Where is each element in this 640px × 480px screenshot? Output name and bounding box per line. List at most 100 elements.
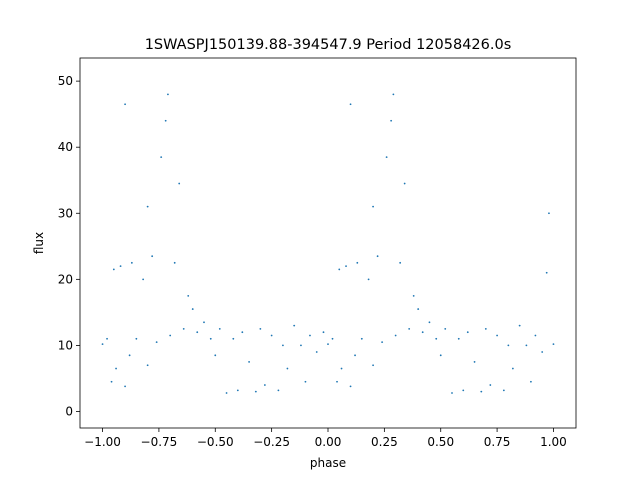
- data-point: [435, 337, 438, 340]
- data-point: [187, 294, 190, 297]
- data-point: [254, 390, 257, 393]
- data-point: [304, 380, 307, 383]
- data-point: [399, 261, 402, 264]
- x-tick-label: 0.50: [427, 435, 454, 449]
- data-point: [146, 364, 149, 367]
- data-point: [480, 390, 483, 393]
- data-point: [112, 268, 115, 271]
- data-point: [345, 265, 347, 268]
- data-point: [277, 389, 280, 392]
- data-point: [331, 337, 334, 340]
- data-point: [218, 327, 221, 330]
- data-point: [338, 268, 341, 271]
- data-point: [502, 389, 505, 392]
- data-point: [124, 385, 126, 388]
- data-point: [151, 255, 154, 258]
- data-point: [336, 380, 338, 383]
- data-point: [349, 103, 352, 106]
- data-point: [282, 344, 284, 347]
- data-point: [385, 156, 388, 159]
- data-point: [545, 271, 548, 274]
- data-point: [248, 361, 250, 363]
- data-point: [394, 334, 397, 337]
- data-point: [417, 308, 420, 310]
- data-point: [101, 343, 104, 345]
- data-point: [196, 331, 199, 334]
- data-point: [203, 321, 205, 324]
- data-point: [507, 344, 510, 347]
- data-point: [451, 392, 453, 394]
- x-axis-label: phase: [310, 456, 346, 470]
- data-point: [173, 261, 176, 264]
- data-point: [473, 361, 476, 363]
- data-point: [534, 334, 537, 337]
- data-point: [340, 367, 343, 370]
- x-tick-label: 1.00: [540, 435, 567, 449]
- data-point: [142, 278, 145, 281]
- data-point: [457, 337, 460, 340]
- y-tick-label: 30: [58, 206, 73, 220]
- data-point: [444, 327, 447, 330]
- data-point: [286, 367, 289, 370]
- data-point: [315, 351, 318, 353]
- y-tick-label: 0: [65, 404, 73, 418]
- data-point: [270, 334, 273, 337]
- data-point: [367, 278, 370, 281]
- y-tick-label: 20: [58, 272, 73, 286]
- data-point: [124, 103, 126, 106]
- y-tick-label: 50: [58, 74, 73, 88]
- data-point: [309, 334, 311, 337]
- data-point: [225, 392, 228, 394]
- data-point: [209, 337, 212, 340]
- data-point: [518, 324, 521, 327]
- data-point: [160, 156, 163, 159]
- data-point: [412, 294, 415, 297]
- data-point: [259, 327, 262, 330]
- data-point: [360, 337, 363, 340]
- x-tick-label: 0.00: [315, 435, 342, 449]
- data-point: [525, 344, 528, 347]
- data-point: [115, 367, 117, 370]
- data-point: [322, 331, 325, 334]
- x-tick-label: −1.00: [84, 435, 121, 449]
- data-point: [182, 327, 185, 330]
- y-axis-label: flux: [32, 232, 46, 254]
- data-point: [390, 119, 393, 122]
- data-point: [408, 327, 411, 330]
- y-tick-label: 40: [58, 140, 73, 154]
- data-point: [164, 119, 167, 122]
- data-point: [372, 205, 374, 208]
- data-point: [146, 205, 149, 208]
- data-point: [110, 380, 113, 383]
- data-point: [552, 343, 555, 345]
- data-point: [381, 341, 384, 344]
- data-point: [167, 93, 169, 96]
- data-point: [484, 327, 487, 330]
- data-point: [541, 351, 544, 353]
- data-point: [214, 354, 217, 357]
- x-tick-label: −0.75: [141, 435, 178, 449]
- data-point: [106, 337, 108, 340]
- y-axis: 0 10 20 30 40 50: [58, 74, 80, 418]
- data-point: [241, 331, 244, 334]
- x-tick-label: −0.25: [253, 435, 290, 449]
- data-point: [130, 261, 133, 264]
- data-point: [155, 341, 158, 344]
- data-point: [236, 389, 239, 392]
- data-point: [169, 334, 172, 337]
- data-point: [376, 255, 379, 258]
- x-tick-label: −0.50: [197, 435, 234, 449]
- data-point: [466, 331, 469, 334]
- data-point: [439, 354, 442, 357]
- data-point: [178, 182, 181, 185]
- data-point: [356, 261, 359, 264]
- data-point: [191, 308, 194, 310]
- data-point: [428, 321, 431, 324]
- data-point: [496, 334, 498, 337]
- data-point: [119, 265, 122, 268]
- data-point: [354, 354, 356, 357]
- data-point: [462, 389, 465, 392]
- x-axis: −1.00 −0.75 −0.50 −0.25 0.00 0.25 0.50 0.75 1.00: [84, 428, 567, 449]
- data-point: [135, 337, 138, 340]
- data-point: [293, 324, 296, 327]
